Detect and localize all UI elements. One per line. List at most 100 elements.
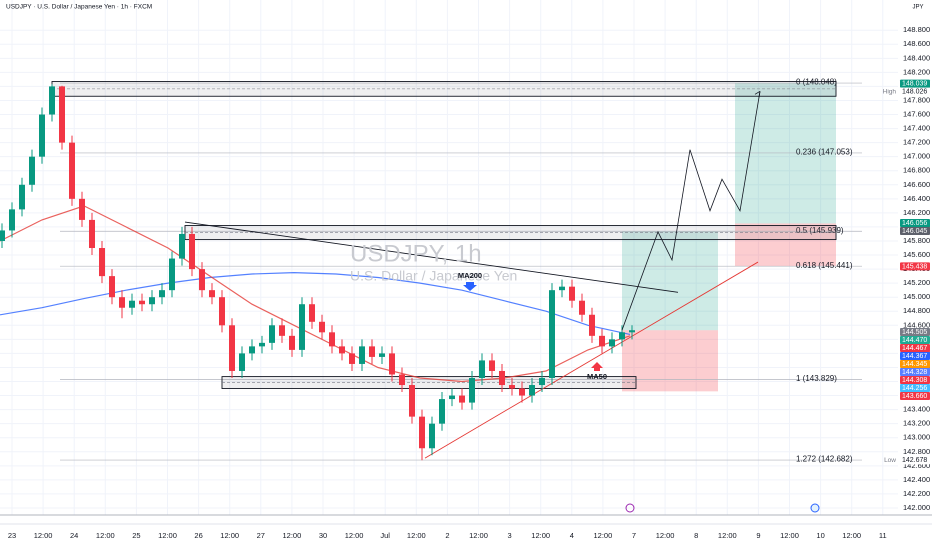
candle-body (539, 377, 545, 386)
y-tick-label: 147.000 (903, 152, 930, 161)
y-tick-label: 142.000 (903, 503, 930, 512)
x-tick-label: 12:00 (407, 531, 426, 540)
candle-body (269, 325, 275, 343)
watermark-subtitle: U.S. Dollar / Japanese Yen (350, 268, 517, 284)
price-label-text: 144.505 (902, 329, 927, 336)
trendline (184, 221, 679, 293)
price-label (900, 343, 930, 352)
x-tick-label: 12:00 (842, 531, 861, 540)
event-icon (810, 503, 820, 513)
loss-zone (735, 223, 836, 267)
fib-label: 0 (148.048) (796, 78, 837, 87)
price-label (900, 327, 930, 336)
candle-body (489, 360, 495, 371)
fib-label: 0.236 (147.053) (796, 148, 853, 157)
x-tick-label: 12:00 (594, 531, 613, 540)
candle-body (569, 286, 575, 301)
price-label (900, 79, 930, 88)
watermark: USDJPY, 1h (350, 240, 482, 267)
candle-body (79, 198, 85, 220)
price-label-text: 144.470 (902, 337, 927, 344)
price-label (900, 375, 930, 384)
candle-body (469, 377, 475, 403)
y-tick-label: 146.800 (903, 166, 930, 175)
candle-body (599, 335, 605, 347)
price-label-note: Low (884, 457, 896, 464)
candle-body (479, 360, 485, 378)
x-tick-label: 4 (570, 531, 574, 540)
x-tick-label: 23 (8, 531, 16, 540)
x-tick-label: 12:00 (34, 531, 53, 540)
y-tick-label: 148.800 (903, 25, 930, 34)
event-icon (625, 503, 635, 513)
price-label-text: 144.308 (902, 377, 927, 384)
x-tick-label: 27 (257, 531, 265, 540)
price-label-text: 146.056 (902, 220, 927, 227)
x-tick-label: 9 (756, 531, 760, 540)
price-label-text: 148.039 (902, 81, 927, 88)
price-label (900, 359, 930, 368)
y-tick-label: 142.600 (903, 461, 930, 470)
loss-zone (622, 330, 718, 392)
fib-label: 0.618 (145.441) (796, 261, 853, 270)
candle-body (519, 388, 525, 396)
candle-body (219, 297, 225, 326)
candle-body (9, 209, 15, 231)
candle-body (229, 325, 235, 371)
currency-label: JPY (912, 5, 923, 11)
x-tick-label: 11 (879, 531, 887, 540)
candle-body (409, 385, 415, 417)
price-label (900, 219, 930, 228)
candle-body (339, 346, 345, 354)
price-label (900, 383, 930, 392)
price-label-text: 144.367 (902, 353, 927, 360)
candle-body (359, 346, 365, 364)
candle-body (389, 353, 395, 375)
candle-body (319, 321, 325, 333)
candle-body (419, 416, 425, 449)
arrow-icon (463, 282, 477, 291)
y-tick-label: 145.600 (903, 250, 930, 259)
annotation: MA200 (458, 271, 482, 280)
price-label-text: 145.438 (902, 263, 927, 270)
chart-title: USDJPY · U.S. Dollar / Japanese Yen · 1h… (6, 4, 152, 11)
candle-body (279, 325, 285, 336)
candle-body (39, 114, 45, 157)
y-tick-label: 145.800 (903, 236, 930, 245)
candle-body (259, 342, 265, 347)
candle-body (19, 184, 25, 210)
y-tick-label: 142.200 (903, 489, 930, 498)
price-label (900, 351, 930, 360)
candle-body (239, 353, 245, 371)
x-tick-label: 12:00 (718, 531, 737, 540)
candle-body (299, 304, 305, 350)
candle-body (179, 233, 185, 259)
candle-body (589, 314, 595, 336)
price-label-text: 143.660 (902, 393, 927, 400)
x-tick-label: 12:00 (656, 531, 675, 540)
moving-average (0, 271, 631, 335)
candle-body (159, 290, 165, 298)
projection (621, 91, 761, 331)
y-tick-label: 142.800 (903, 447, 930, 456)
arrow-head (754, 90, 761, 98)
candle-body (129, 300, 135, 308)
price-label (900, 456, 930, 465)
candle-body (139, 300, 145, 305)
y-tick-label: 147.600 (903, 110, 930, 119)
candle-body (49, 86, 55, 115)
candle-body (439, 399, 445, 424)
price-label-text: 146.045 (902, 228, 927, 235)
candle-body (529, 385, 535, 396)
candle-body (199, 269, 205, 291)
price-label (900, 335, 930, 344)
candle-body (629, 330, 635, 333)
price-label (900, 367, 930, 376)
y-tick-label: 145.200 (903, 278, 930, 287)
fib-label: 1 (143.829) (796, 374, 837, 383)
y-tick-label: 143.000 (903, 433, 930, 442)
candle-body (89, 219, 95, 249)
candle-body (369, 346, 375, 357)
